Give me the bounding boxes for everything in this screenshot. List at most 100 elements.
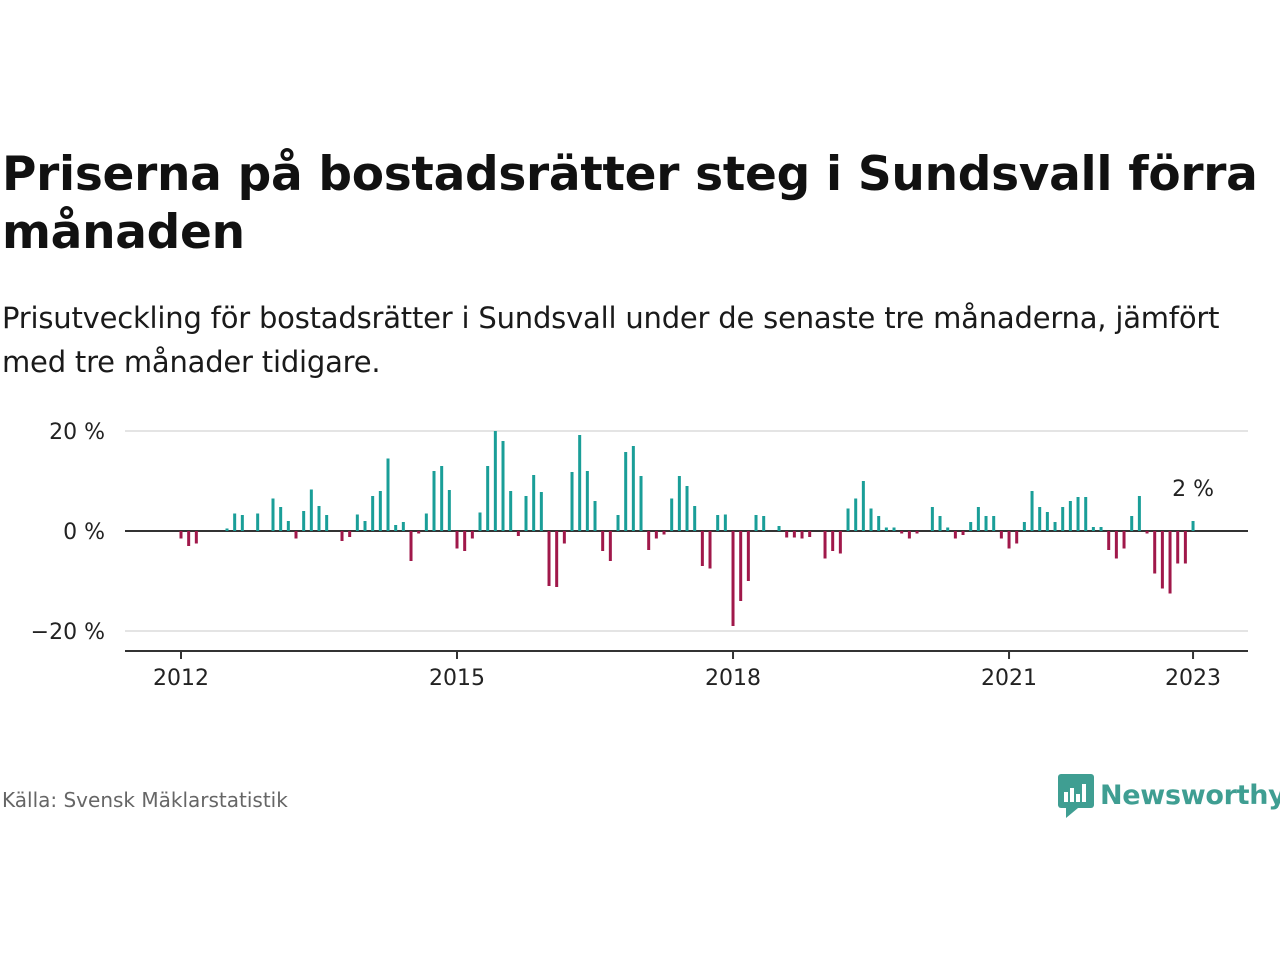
bar [746, 531, 750, 581]
bar [593, 501, 597, 531]
last-value-annotation: 2 % [1172, 477, 1214, 502]
bar [294, 531, 298, 539]
bar [348, 531, 352, 537]
x-tick-label: 2018 [705, 666, 761, 691]
bar [409, 531, 413, 561]
bar [578, 435, 582, 531]
newsworthy-chart-bubble-icon [1058, 774, 1094, 818]
bar [662, 531, 666, 535]
bar [631, 446, 635, 531]
bar [401, 522, 405, 531]
bar-chart: 20 % 0 % −20 % 2012 2015 2018 2021 2023 2 % [31, 420, 1248, 691]
bar [286, 521, 290, 531]
bar [601, 531, 605, 551]
bar [838, 531, 842, 554]
bar [1191, 521, 1195, 531]
bar [271, 498, 275, 531]
bar [432, 471, 436, 531]
bar [1076, 497, 1080, 531]
x-tick-label: 2015 [429, 666, 485, 691]
bar [884, 527, 888, 531]
bar [355, 514, 359, 531]
bar [754, 515, 758, 531]
bar [731, 531, 735, 626]
source-note: Källa: Svensk Mäklarstatistik [2, 788, 288, 812]
bar [1038, 507, 1042, 531]
bar [547, 531, 551, 586]
bar [608, 531, 612, 561]
bar [969, 522, 973, 531]
bar [992, 516, 996, 531]
bar [1145, 531, 1149, 534]
bar [1176, 531, 1180, 564]
bar [424, 513, 428, 531]
bar [892, 527, 896, 531]
bar [279, 507, 283, 531]
bar [877, 516, 881, 531]
bar [930, 507, 934, 531]
chart-subtitle: Prisutveckling för bostadsrätter i Sunds… [2, 301, 1220, 379]
y-tick-label: −20 % [31, 620, 105, 645]
axis-layer: 20 % 0 % −20 % 2012 2015 2018 2021 2023 [31, 420, 1248, 691]
bar [854, 498, 858, 531]
bar [1091, 527, 1095, 531]
bar [800, 531, 804, 539]
bar [1061, 507, 1065, 531]
bar [1130, 516, 1134, 531]
bar [309, 489, 313, 531]
bar [1030, 491, 1034, 531]
bar [1107, 531, 1111, 550]
bars-layer [179, 431, 1195, 626]
bar [194, 531, 198, 544]
bar [555, 531, 559, 587]
y-tick-label: 0 % [63, 520, 105, 545]
bar [915, 531, 919, 534]
bar [371, 496, 375, 531]
x-tick-label: 2021 [981, 666, 1037, 691]
bar [1114, 531, 1118, 559]
bar [585, 471, 589, 531]
bar [302, 511, 306, 531]
bar [463, 531, 467, 551]
x-tick-label: 2023 [1165, 666, 1221, 691]
bar [455, 531, 459, 549]
bar [961, 531, 965, 535]
bar [325, 515, 329, 531]
bar [762, 516, 766, 531]
bar [340, 531, 344, 541]
bar [570, 472, 574, 531]
bar [386, 458, 390, 531]
bar [417, 531, 421, 534]
brand-name: Newsworthy [1100, 779, 1280, 811]
bar [1153, 531, 1157, 574]
bar [1122, 531, 1126, 549]
bar [1015, 531, 1019, 544]
bar [831, 531, 835, 551]
bar [823, 531, 827, 559]
bar [562, 531, 566, 544]
bar [447, 490, 451, 531]
bar [240, 515, 244, 531]
bar [723, 514, 727, 531]
bar [1160, 531, 1164, 589]
bar [984, 516, 988, 531]
bar [1022, 522, 1026, 531]
bar [1053, 522, 1057, 531]
bar [394, 525, 398, 531]
bar [225, 528, 229, 531]
bar [999, 531, 1003, 539]
bar [907, 531, 911, 539]
bar [509, 491, 513, 531]
bar [946, 527, 950, 531]
bar [639, 476, 643, 531]
bar [685, 486, 689, 531]
bar [478, 512, 482, 531]
bar [861, 481, 865, 531]
bar [539, 492, 543, 531]
bar [808, 531, 812, 537]
bar [516, 531, 520, 536]
bar [317, 506, 321, 531]
bar [670, 498, 674, 531]
bar [785, 531, 789, 538]
bar [953, 531, 957, 539]
